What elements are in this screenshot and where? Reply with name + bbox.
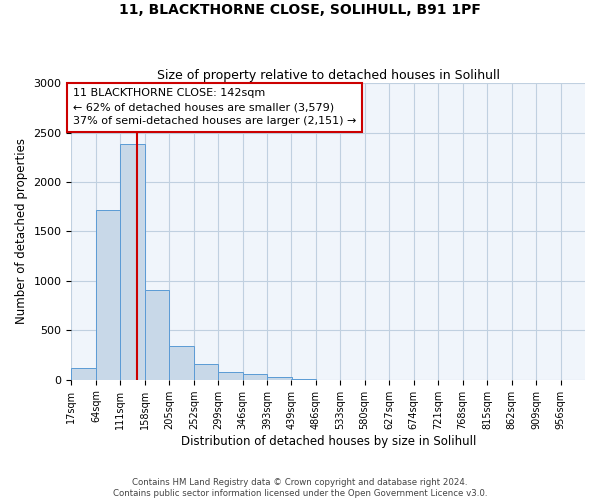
Bar xyxy=(218,372,243,380)
Text: 11, BLACKTHORNE CLOSE, SOLIHULL, B91 1PF: 11, BLACKTHORNE CLOSE, SOLIHULL, B91 1PF xyxy=(119,2,481,16)
Bar xyxy=(243,374,267,380)
Bar xyxy=(267,377,292,380)
Bar xyxy=(71,368,96,380)
Bar xyxy=(169,346,194,380)
Bar xyxy=(121,144,145,380)
Text: Contains HM Land Registry data © Crown copyright and database right 2024.
Contai: Contains HM Land Registry data © Crown c… xyxy=(113,478,487,498)
Bar xyxy=(194,364,218,380)
Y-axis label: Number of detached properties: Number of detached properties xyxy=(15,138,28,324)
Title: Size of property relative to detached houses in Solihull: Size of property relative to detached ho… xyxy=(157,69,500,82)
X-axis label: Distribution of detached houses by size in Solihull: Distribution of detached houses by size … xyxy=(181,434,476,448)
Bar xyxy=(145,290,169,380)
Text: 11 BLACKTHORNE CLOSE: 142sqm
← 62% of detached houses are smaller (3,579)
37% of: 11 BLACKTHORNE CLOSE: 142sqm ← 62% of de… xyxy=(73,88,356,126)
Bar xyxy=(96,210,121,380)
